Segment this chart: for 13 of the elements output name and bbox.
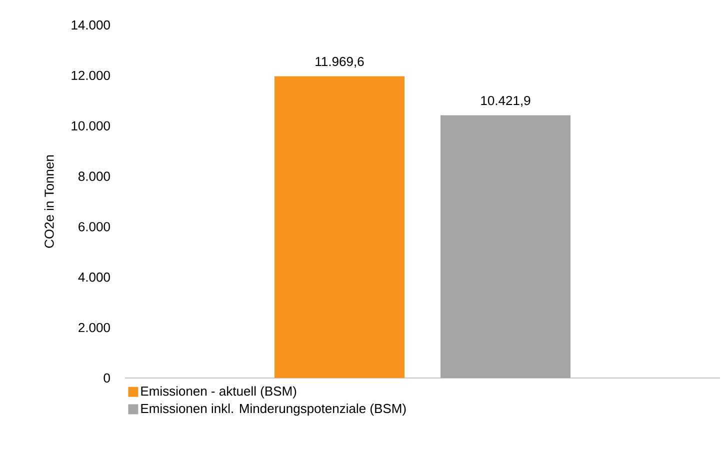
y-tick-label: 10.000 (72, 121, 110, 130)
legend-label: Emissionen inkl. Minderungspotenziale (BSM) (141, 404, 406, 416)
y-tick-label: 2.000 (78, 322, 110, 332)
y-tick-label: 14.000 (72, 20, 110, 30)
y-tick-label: 6.000 (78, 222, 110, 232)
y-tick-label: 8.000 (78, 172, 110, 181)
y-axis-title: CO2e in Tonnen (44, 155, 54, 248)
data-label: 10.421,9 (481, 96, 530, 107)
legend-label: Emissionen - aktuell (BSM) (141, 386, 296, 398)
data-label: 11.969,6 (316, 56, 364, 68)
y-tick-label: 4.000 (78, 272, 110, 282)
y-tick-label: 0 (104, 373, 110, 383)
y-tick-label: 12.000 (72, 70, 110, 80)
